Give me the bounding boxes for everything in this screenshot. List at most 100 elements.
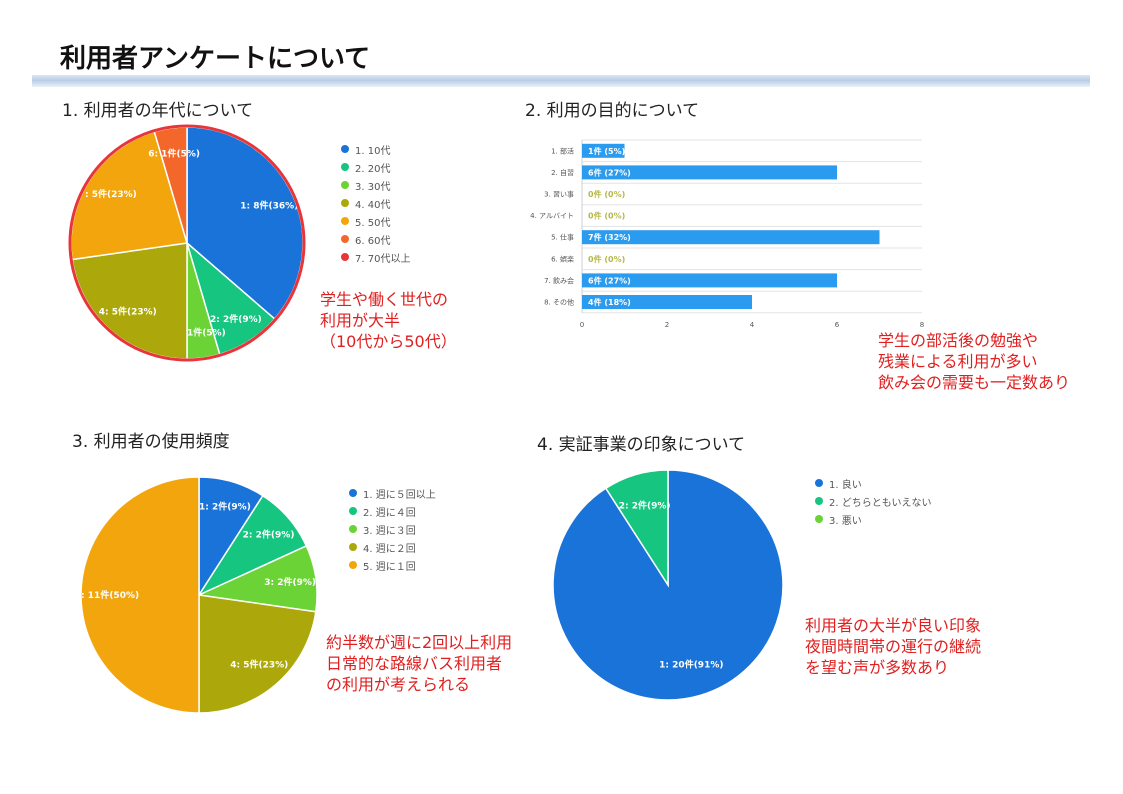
legend-swatch xyxy=(349,561,357,569)
section-1-title: 1. 利用者の年代について xyxy=(62,101,254,121)
legend-swatch xyxy=(341,145,349,153)
section-4-note: 利用者の大半が良い印象 夜間時間帯の運行の継続 を望む声が多数あり xyxy=(805,616,982,677)
legend-item-1: 1. 週に５回以上 xyxy=(349,484,436,502)
legend-item-2: 2. 20代 xyxy=(341,158,410,176)
pie-slice-label-1: 1: 2件(9%) xyxy=(199,501,251,513)
legend-item-4: 4. 40代 xyxy=(341,194,410,212)
pie-slice-label-2: 2: 2件(9%) xyxy=(210,313,262,325)
category-label: 4. アルバイト xyxy=(530,212,574,220)
pie-slice-label-3: 3: 2件(9%) xyxy=(264,576,316,588)
legend-item-1: 1. 良い xyxy=(815,474,932,492)
legend-label: 6. 60代 xyxy=(355,235,391,247)
legend-label: 1. 週に５回以上 xyxy=(363,489,436,501)
legend-label: 3. 悪い xyxy=(829,515,862,527)
category-label: 2. 自習 xyxy=(551,168,574,177)
x-tick-label: 2 xyxy=(665,321,669,329)
legend-swatch xyxy=(341,163,349,171)
legend-swatch xyxy=(341,181,349,189)
section-4-title: 4. 実証事業の印象について xyxy=(537,435,746,455)
legend-swatch xyxy=(349,525,357,533)
bar-data-label: 1件 (5%) xyxy=(588,146,625,156)
legend-label: 7. 70代以上 xyxy=(355,253,411,265)
pie-highlight-outline xyxy=(68,124,306,362)
bar-data-label: 6件 (27%) xyxy=(588,167,631,177)
pie-slice-label-5: : 5件(23%) xyxy=(85,188,137,200)
bar-data-label: 4件 (18%) xyxy=(588,297,631,307)
legend-swatch xyxy=(341,235,349,243)
bar-2 xyxy=(582,165,837,180)
legend-label: 2. 20代 xyxy=(355,163,391,175)
age-pie-chart: 1: 8件(36%)2: 2件(9%)3: 1件(5%)4: 5件(23%): … xyxy=(68,124,306,362)
legend-swatch xyxy=(341,217,349,225)
legend-item-3: 3. 悪い xyxy=(815,510,932,528)
legend-item-3: 3. 30代 xyxy=(341,176,410,194)
category-label: 1. 部活 xyxy=(551,146,574,155)
purpose-bar-chart: 0 2 4 6 8 1. 部活 1件 (5%) 2. 自習 6件 (27%) 3. 習い事 0件 (… xyxy=(530,139,924,329)
bar-data-label: 0件 (0%) xyxy=(588,254,625,264)
legend-label: 4. 週に２回 xyxy=(363,543,416,555)
category-label: 8. その他 xyxy=(544,298,574,307)
category-label: 7. 飲み会 xyxy=(544,276,574,285)
legend-swatch xyxy=(349,507,357,515)
section-2-note: 学生の部活後の勉強や 残業による利用が多い 飲み会の需要も一定数あり xyxy=(878,331,1071,392)
legend-label: 5. 週に１回 xyxy=(363,561,416,573)
age-legend: 1. 10代 2. 20代 3. 30代 4. 40代 5. 50代 6. 60代 7. 7… xyxy=(341,140,410,266)
legend-item-5: 5. 週に１回 xyxy=(349,556,436,574)
legend-item-4: 4. 週に２回 xyxy=(349,538,436,556)
legend-label: 1. 10代 xyxy=(355,145,391,157)
x-tick-label: 0 xyxy=(580,321,584,329)
pie-slice-label-4: 4: 5件(23%) xyxy=(99,305,157,317)
legend-swatch xyxy=(815,497,823,505)
pie-slice-label-2: 2: 2件(9%) xyxy=(619,500,671,512)
bar-8 xyxy=(582,295,752,309)
bar-data-label: 7件 (32%) xyxy=(588,232,631,242)
bar-data-label: 0件 (0%) xyxy=(588,211,625,221)
impression-legend: 1. 良い 2. どちらともいえない 3. 悪い xyxy=(815,474,932,528)
pie-slice-2 xyxy=(604,469,669,588)
pie-slice-label-5: 5: 11件(50%) xyxy=(75,589,139,601)
legend-item-1: 1. 10代 xyxy=(341,140,410,158)
legend-label: 3. 30代 xyxy=(355,181,391,193)
title-underline-bar xyxy=(32,75,1090,87)
frequency-legend: 1. 週に５回以上 2. 週に４回 3. 週に３回 4. 週に２回 5. 週に１回 xyxy=(349,484,436,574)
legend-label: 5. 50代 xyxy=(355,217,391,229)
pie-slice-label-2: 2: 2件(9%) xyxy=(243,529,295,541)
legend-item-6: 6. 60代 xyxy=(341,230,410,248)
bar-data-label: 0件 (0%) xyxy=(588,189,625,199)
pie-slice-label-1: 1: 8件(36%) xyxy=(240,199,298,211)
bar-1 xyxy=(582,143,625,158)
legend-swatch xyxy=(349,489,357,497)
legend-label: 2. 週に４回 xyxy=(363,507,416,519)
legend-item-2: 2. どちらともいえない xyxy=(815,492,932,510)
legend-swatch xyxy=(341,199,349,207)
x-tick-label: 4 xyxy=(750,321,755,329)
pie-slice-label-6: 6: 1件(5%) xyxy=(148,147,200,159)
legend-label: 4. 40代 xyxy=(355,199,391,211)
section-1-note: 学生や働く世代の 利用が大半 （10代から50代） xyxy=(320,290,457,351)
category-label: 6. 娯楽 xyxy=(551,254,574,263)
legend-label: 3. 週に３回 xyxy=(363,525,416,537)
legend-label: 2. どちらともいえない xyxy=(829,497,932,509)
page-title: 利用者アンケートについて xyxy=(60,44,371,74)
x-tick-label: 8 xyxy=(920,321,924,329)
pie-slice-5 xyxy=(80,476,200,714)
legend-swatch xyxy=(349,543,357,551)
bar-7 xyxy=(582,273,837,288)
bar-5 xyxy=(582,230,880,245)
section-3-title: 3. 利用者の使用頻度 xyxy=(72,432,230,452)
legend-item-3: 3. 週に３回 xyxy=(349,520,436,538)
frequency-pie-chart: 1: 2件(9%) 2: 2件(9%) 3: 2件(9%) 4: 5件(23%) 5: … xyxy=(75,476,318,714)
pie-slice-label-4: 4: 5件(23%) xyxy=(230,659,288,671)
x-tick-label: 6 xyxy=(835,321,840,329)
impression-pie-chart: 1: 20件(91%) 2: 2件(9%) xyxy=(552,469,784,701)
section-3-note: 約半数が週に2回以上利用 日常的な路線バス利用者 の利用が考えられる xyxy=(326,633,513,694)
pie-slice-label-1: 1: 20件(91%) xyxy=(659,658,723,670)
legend-item-5: 5. 50代 xyxy=(341,212,410,230)
legend-swatch xyxy=(341,253,349,261)
legend-item-2: 2. 週に４回 xyxy=(349,502,436,520)
legend-swatch xyxy=(815,479,823,487)
legend-label: 1. 良い xyxy=(829,479,862,491)
pie-slice-4 xyxy=(71,242,188,360)
pie-slice-4 xyxy=(198,594,317,714)
category-label: 3. 習い事 xyxy=(544,190,574,199)
